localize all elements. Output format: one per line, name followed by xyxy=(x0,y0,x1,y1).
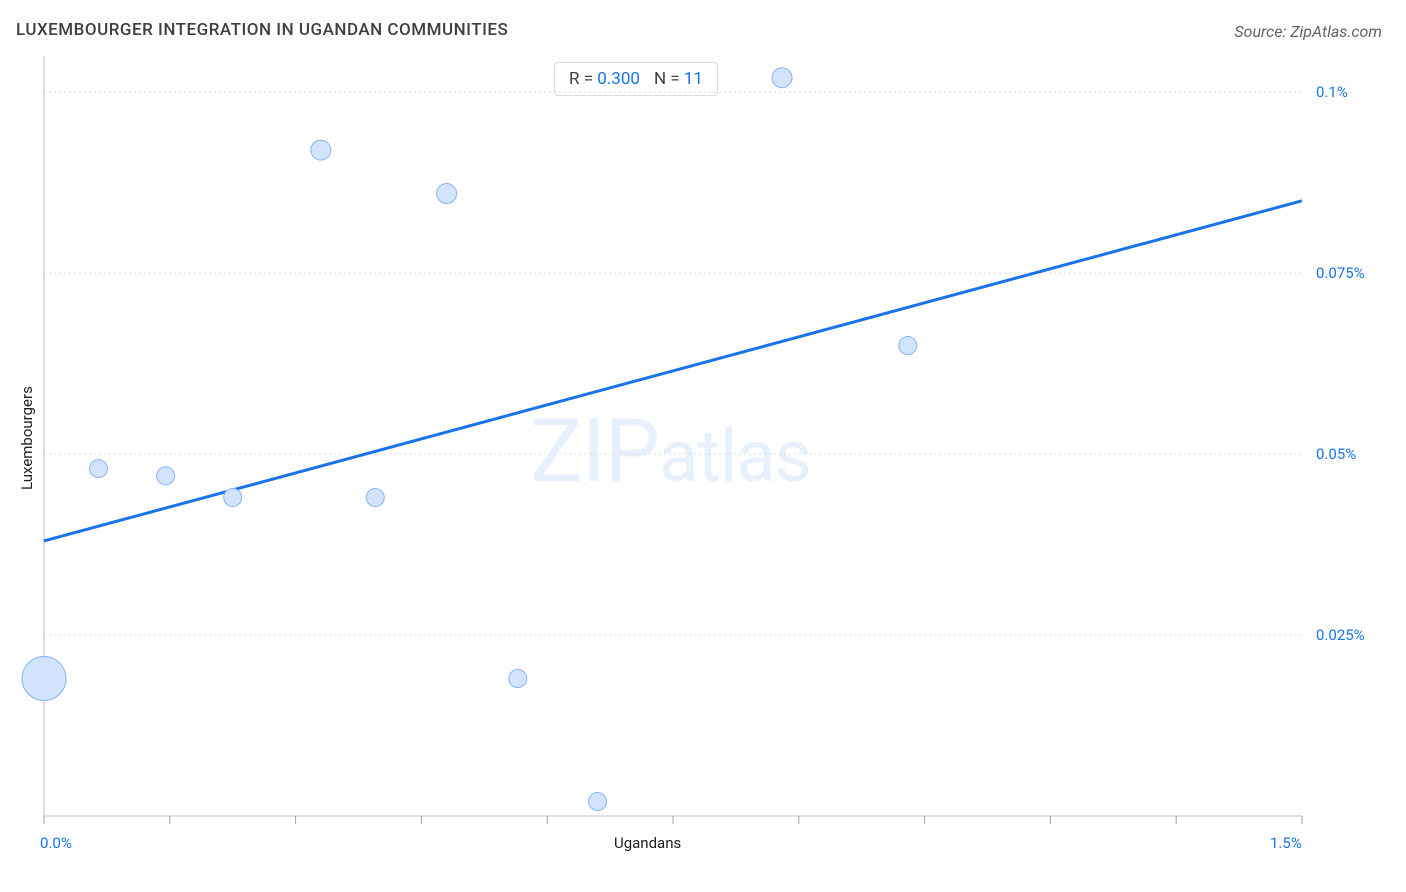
y-axis-label: Luxembourgers xyxy=(18,386,36,490)
data-point xyxy=(90,460,108,478)
data-point xyxy=(157,467,175,485)
x-tick-label: 1.5% xyxy=(1270,834,1302,852)
data-point xyxy=(509,669,527,687)
y-tick-label: 0.075% xyxy=(1316,264,1365,282)
data-point xyxy=(224,489,242,507)
y-tick-label: 0.1% xyxy=(1316,83,1348,101)
scatter-plot xyxy=(44,56,1302,816)
data-point xyxy=(899,337,917,355)
data-point xyxy=(772,68,792,88)
data-point xyxy=(437,184,457,204)
data-point xyxy=(589,793,607,811)
x-ticks xyxy=(44,816,1302,824)
axis-lines xyxy=(44,56,1302,816)
gridlines xyxy=(44,92,1302,635)
page-title: LUXEMBOURGER INTEGRATION IN UGANDAN COMM… xyxy=(16,20,508,40)
data-points xyxy=(22,68,917,811)
data-point xyxy=(311,140,331,160)
data-point xyxy=(22,656,66,700)
y-tick-label: 0.025% xyxy=(1316,626,1365,644)
source-label: Source: ZipAtlas.com xyxy=(1234,22,1382,41)
y-tick-label: 0.05% xyxy=(1316,445,1356,463)
x-axis-label: Ugandans xyxy=(614,834,681,852)
x-tick-label: 0.0% xyxy=(40,834,72,852)
data-point xyxy=(366,489,384,507)
